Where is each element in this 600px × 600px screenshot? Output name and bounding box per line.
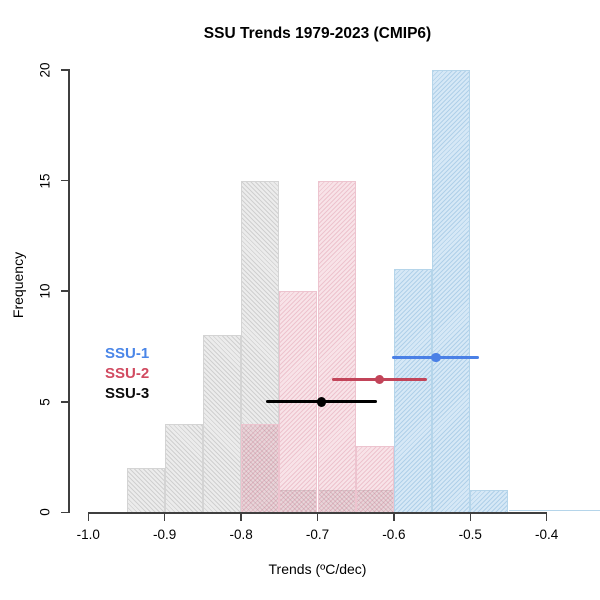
hist-bar-ssu-2-0	[241, 423, 280, 513]
hist-baseline-ssu-1	[508, 510, 600, 512]
x-tick--0.5	[469, 513, 472, 521]
y-tick-20	[60, 69, 68, 71]
y-tick-label-10: 10	[37, 283, 53, 299]
x-tick-label--0.7: -0.7	[305, 527, 330, 542]
y-tick-label-20: 20	[37, 62, 53, 78]
y-tick-5	[60, 401, 68, 403]
hist-bar-ssu-3-1	[164, 423, 203, 513]
hist-bar-ssu-2-2	[317, 180, 356, 513]
hist-bar-ssu-3-4	[279, 490, 318, 513]
legend-item-ssu1: SSU-1	[105, 345, 150, 362]
hist-bar-ssu-1-2	[470, 490, 509, 513]
y-tick-0	[60, 511, 68, 514]
hist-bar-ssu-2-3	[355, 445, 394, 513]
y-tick-label-5: 5	[37, 397, 53, 406]
x-tick--0.4	[545, 513, 548, 521]
chart-title: SSU Trends 1979-2023 (CMIP6)	[203, 25, 432, 42]
x-tick--0.6	[393, 513, 395, 521]
x-tick--1.0	[87, 513, 90, 521]
legend-item-ssu3: SSU-3	[105, 385, 150, 402]
x-tick-label--0.5: -0.5	[458, 527, 482, 542]
error-dot-ssu-3	[316, 397, 327, 407]
x-tick-label--0.9: -0.9	[153, 527, 177, 542]
y-axis-line	[68, 69, 70, 514]
hist-bar-ssu-1-0	[393, 269, 433, 513]
x-axis-label: Trends (ºC/dec)	[268, 561, 367, 577]
x-tick-label--0.6: -0.6	[382, 527, 406, 542]
hist-bar-ssu-3-2	[202, 335, 242, 513]
x-axis-line	[87, 512, 548, 514]
hist-bar-ssu-3-5	[317, 490, 356, 513]
hist-bar-ssu-3-0	[126, 468, 165, 513]
error-dot-ssu-1	[431, 352, 441, 363]
x-tick--0.9	[163, 513, 166, 521]
error-dot-ssu-2	[374, 374, 385, 385]
hist-bar-ssu-3-3	[241, 180, 280, 513]
legend-item-ssu2: SSU-2	[105, 365, 150, 382]
y-tick-label-15: 15	[37, 173, 53, 189]
x-tick--0.8	[240, 513, 242, 521]
y-tick-15	[60, 179, 68, 182]
x-tick-label--0.4: -0.4	[535, 527, 559, 542]
x-tick-label--1.0: -1.0	[76, 527, 100, 542]
x-tick--0.7	[316, 513, 319, 521]
y-axis-label: Frequency	[10, 251, 26, 319]
hist-bar-ssu-1-1	[432, 70, 471, 513]
y-tick-10	[60, 290, 68, 292]
y-tick-label-0: 0	[37, 508, 53, 517]
x-tick-label--0.8: -0.8	[229, 527, 253, 542]
